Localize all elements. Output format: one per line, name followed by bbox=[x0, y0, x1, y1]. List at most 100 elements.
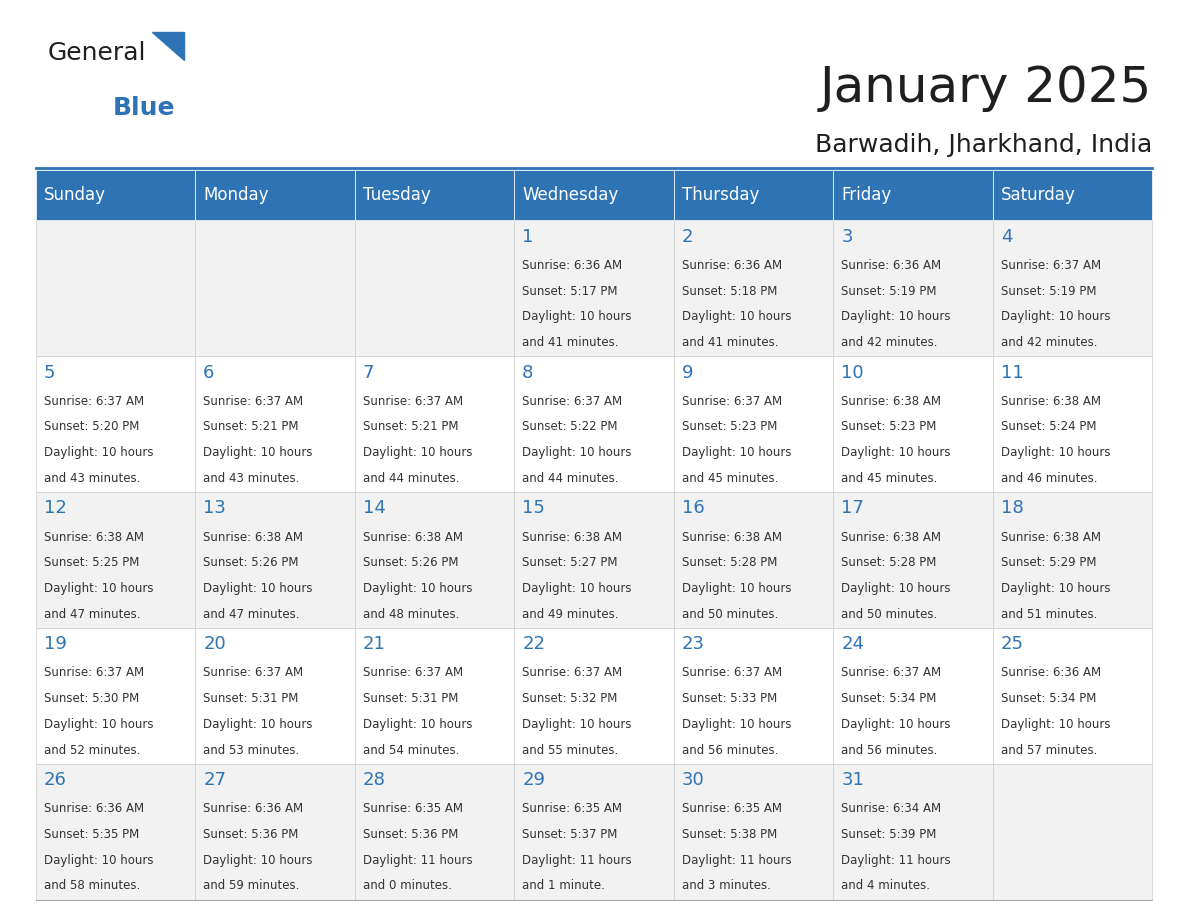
Text: Sunset: 5:30 PM: Sunset: 5:30 PM bbox=[44, 692, 139, 705]
Text: 28: 28 bbox=[362, 771, 386, 789]
Text: Sunset: 5:28 PM: Sunset: 5:28 PM bbox=[841, 556, 936, 569]
Text: Daylight: 11 hours: Daylight: 11 hours bbox=[841, 854, 950, 867]
Text: and 57 minutes.: and 57 minutes. bbox=[1000, 744, 1098, 756]
Text: and 49 minutes.: and 49 minutes. bbox=[523, 608, 619, 621]
Text: and 3 minutes.: and 3 minutes. bbox=[682, 879, 771, 892]
Text: and 42 minutes.: and 42 minutes. bbox=[1000, 336, 1098, 349]
Text: Saturday: Saturday bbox=[1000, 186, 1075, 204]
Text: Blue: Blue bbox=[113, 96, 176, 120]
Text: Daylight: 10 hours: Daylight: 10 hours bbox=[523, 718, 632, 731]
Text: Sunrise: 6:37 AM: Sunrise: 6:37 AM bbox=[682, 395, 782, 408]
FancyBboxPatch shape bbox=[355, 764, 514, 900]
Text: Sunrise: 6:38 AM: Sunrise: 6:38 AM bbox=[44, 531, 144, 543]
Text: Daylight: 10 hours: Daylight: 10 hours bbox=[1000, 718, 1111, 731]
Text: 6: 6 bbox=[203, 364, 215, 382]
FancyBboxPatch shape bbox=[674, 220, 833, 356]
Text: Sunset: 5:19 PM: Sunset: 5:19 PM bbox=[1000, 285, 1097, 297]
Text: and 44 minutes.: and 44 minutes. bbox=[362, 472, 460, 485]
Text: Daylight: 10 hours: Daylight: 10 hours bbox=[1000, 582, 1111, 595]
Text: Sunset: 5:18 PM: Sunset: 5:18 PM bbox=[682, 285, 777, 297]
Text: Sunrise: 6:38 AM: Sunrise: 6:38 AM bbox=[841, 395, 941, 408]
Text: Sunset: 5:17 PM: Sunset: 5:17 PM bbox=[523, 285, 618, 297]
Text: Sunset: 5:37 PM: Sunset: 5:37 PM bbox=[523, 828, 618, 841]
FancyBboxPatch shape bbox=[514, 220, 674, 356]
Text: 18: 18 bbox=[1000, 499, 1024, 518]
Text: Daylight: 10 hours: Daylight: 10 hours bbox=[44, 446, 153, 459]
Text: 19: 19 bbox=[44, 635, 67, 654]
Text: 31: 31 bbox=[841, 771, 864, 789]
Text: 7: 7 bbox=[362, 364, 374, 382]
Text: Sunrise: 6:38 AM: Sunrise: 6:38 AM bbox=[682, 531, 782, 543]
Text: Sunrise: 6:37 AM: Sunrise: 6:37 AM bbox=[44, 395, 144, 408]
FancyBboxPatch shape bbox=[355, 492, 514, 628]
Text: and 51 minutes.: and 51 minutes. bbox=[1000, 608, 1098, 621]
FancyBboxPatch shape bbox=[833, 356, 993, 492]
Text: and 44 minutes.: and 44 minutes. bbox=[523, 472, 619, 485]
Text: Sunrise: 6:36 AM: Sunrise: 6:36 AM bbox=[841, 259, 941, 272]
Text: 13: 13 bbox=[203, 499, 226, 518]
Text: and 52 minutes.: and 52 minutes. bbox=[44, 744, 140, 756]
Text: and 4 minutes.: and 4 minutes. bbox=[841, 879, 930, 892]
Text: and 50 minutes.: and 50 minutes. bbox=[841, 608, 937, 621]
Text: Sunrise: 6:37 AM: Sunrise: 6:37 AM bbox=[1000, 259, 1101, 272]
Text: 8: 8 bbox=[523, 364, 533, 382]
Text: January 2025: January 2025 bbox=[820, 64, 1152, 112]
Text: and 55 minutes.: and 55 minutes. bbox=[523, 744, 619, 756]
FancyBboxPatch shape bbox=[36, 220, 195, 356]
Text: Sunrise: 6:38 AM: Sunrise: 6:38 AM bbox=[203, 531, 303, 543]
Text: Sunrise: 6:35 AM: Sunrise: 6:35 AM bbox=[682, 802, 782, 815]
Text: and 48 minutes.: and 48 minutes. bbox=[362, 608, 459, 621]
Text: Sunrise: 6:37 AM: Sunrise: 6:37 AM bbox=[203, 395, 303, 408]
FancyBboxPatch shape bbox=[674, 492, 833, 628]
Text: and 41 minutes.: and 41 minutes. bbox=[523, 336, 619, 349]
Text: Daylight: 10 hours: Daylight: 10 hours bbox=[203, 854, 312, 867]
Text: Sunrise: 6:37 AM: Sunrise: 6:37 AM bbox=[44, 666, 144, 679]
Text: Sunset: 5:20 PM: Sunset: 5:20 PM bbox=[44, 420, 139, 433]
Text: Sunrise: 6:36 AM: Sunrise: 6:36 AM bbox=[1000, 666, 1101, 679]
Text: Sunrise: 6:37 AM: Sunrise: 6:37 AM bbox=[203, 666, 303, 679]
Text: 22: 22 bbox=[523, 635, 545, 654]
Text: and 43 minutes.: and 43 minutes. bbox=[203, 472, 299, 485]
Text: Daylight: 10 hours: Daylight: 10 hours bbox=[523, 582, 632, 595]
Text: Daylight: 10 hours: Daylight: 10 hours bbox=[682, 718, 791, 731]
Text: Daylight: 10 hours: Daylight: 10 hours bbox=[362, 718, 472, 731]
Text: Sunrise: 6:36 AM: Sunrise: 6:36 AM bbox=[682, 259, 782, 272]
FancyBboxPatch shape bbox=[36, 628, 195, 764]
Text: Sunrise: 6:38 AM: Sunrise: 6:38 AM bbox=[523, 531, 623, 543]
Text: Sunrise: 6:37 AM: Sunrise: 6:37 AM bbox=[523, 395, 623, 408]
Text: 30: 30 bbox=[682, 771, 704, 789]
Text: 25: 25 bbox=[1000, 635, 1024, 654]
Text: Sunset: 5:31 PM: Sunset: 5:31 PM bbox=[362, 692, 459, 705]
Text: Daylight: 10 hours: Daylight: 10 hours bbox=[682, 446, 791, 459]
Text: 1: 1 bbox=[523, 228, 533, 246]
Text: and 42 minutes.: and 42 minutes. bbox=[841, 336, 937, 349]
FancyBboxPatch shape bbox=[833, 220, 993, 356]
FancyBboxPatch shape bbox=[36, 356, 195, 492]
Text: Sunset: 5:31 PM: Sunset: 5:31 PM bbox=[203, 692, 298, 705]
Text: Sunrise: 6:38 AM: Sunrise: 6:38 AM bbox=[841, 531, 941, 543]
Text: Daylight: 10 hours: Daylight: 10 hours bbox=[841, 718, 950, 731]
Text: Sunrise: 6:36 AM: Sunrise: 6:36 AM bbox=[203, 802, 303, 815]
Text: Daylight: 11 hours: Daylight: 11 hours bbox=[362, 854, 473, 867]
Text: Daylight: 11 hours: Daylight: 11 hours bbox=[682, 854, 791, 867]
FancyBboxPatch shape bbox=[36, 492, 195, 628]
Text: Sunrise: 6:37 AM: Sunrise: 6:37 AM bbox=[682, 666, 782, 679]
FancyBboxPatch shape bbox=[993, 170, 1152, 220]
FancyBboxPatch shape bbox=[195, 492, 355, 628]
Text: Sunset: 5:21 PM: Sunset: 5:21 PM bbox=[362, 420, 459, 433]
Text: Sunrise: 6:36 AM: Sunrise: 6:36 AM bbox=[523, 259, 623, 272]
FancyBboxPatch shape bbox=[195, 220, 355, 356]
Text: 23: 23 bbox=[682, 635, 704, 654]
FancyBboxPatch shape bbox=[195, 356, 355, 492]
FancyBboxPatch shape bbox=[355, 170, 514, 220]
Text: Sunrise: 6:37 AM: Sunrise: 6:37 AM bbox=[362, 395, 463, 408]
Text: and 45 minutes.: and 45 minutes. bbox=[841, 472, 937, 485]
Text: and 56 minutes.: and 56 minutes. bbox=[682, 744, 778, 756]
Text: 2: 2 bbox=[682, 228, 694, 246]
Text: Daylight: 10 hours: Daylight: 10 hours bbox=[203, 582, 312, 595]
Text: 24: 24 bbox=[841, 635, 865, 654]
FancyBboxPatch shape bbox=[195, 170, 355, 220]
Text: General: General bbox=[48, 41, 146, 65]
FancyBboxPatch shape bbox=[993, 356, 1152, 492]
Text: Sunset: 5:22 PM: Sunset: 5:22 PM bbox=[523, 420, 618, 433]
